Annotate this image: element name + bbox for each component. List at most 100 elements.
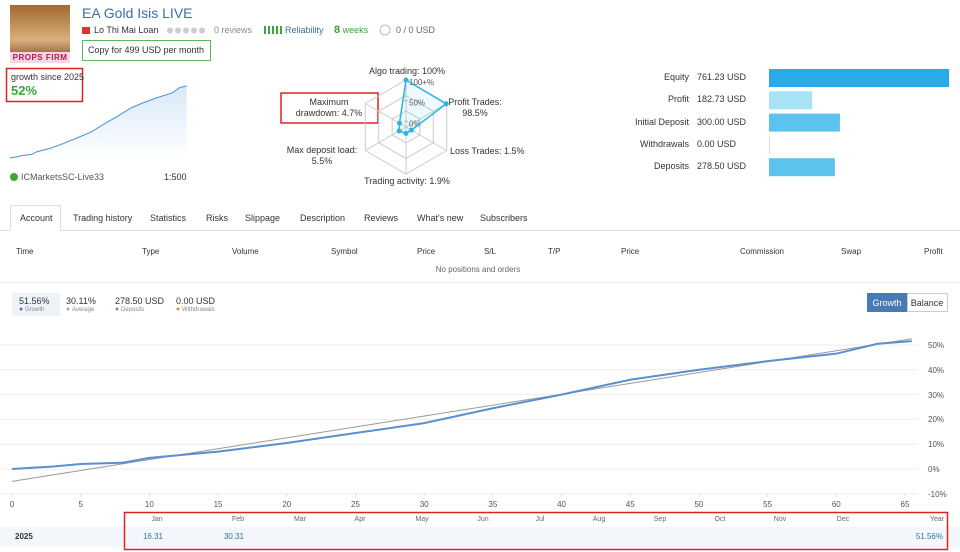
sparkline — [9, 85, 187, 159]
radar-label: Algo trading: 100% — [368, 66, 446, 76]
legend-label: Deposits — [121, 307, 145, 313]
radar-ring-label: 0% — [409, 119, 421, 128]
legend-label: Growth — [25, 307, 45, 313]
month-return: 16.31 — [142, 532, 164, 541]
radar-point — [403, 130, 409, 136]
active-tab[interactable] — [10, 205, 61, 231]
x-tick-label: 30 — [419, 500, 429, 509]
growth-button-label[interactable]: Growth — [872, 298, 902, 308]
balance-value: 300.00 USD — [697, 116, 747, 127]
sparkline-area — [10, 86, 187, 158]
copy-button-label: Copy for 499 USD per month — [87, 45, 205, 55]
column-header: Price — [621, 247, 640, 256]
y-tick-label: 40% — [928, 365, 945, 375]
tab[interactable]: Reviews — [364, 213, 399, 223]
column-header: Volume — [232, 247, 259, 256]
x-tick-label: 10 — [144, 500, 154, 509]
radar-point — [403, 77, 409, 83]
year-return: 51.56% — [915, 532, 943, 541]
x-tick-label: 45 — [625, 500, 635, 509]
highlight-box — [5, 67, 84, 103]
month-label: May — [415, 516, 429, 523]
reliability-bars — [264, 26, 282, 34]
growth-value: 52% — [11, 83, 38, 98]
column-header: Time — [16, 247, 34, 256]
balance-bar — [769, 69, 949, 87]
tab[interactable]: Statistics — [150, 213, 187, 223]
column-header: T/P — [548, 247, 561, 256]
tab[interactable]: Slippage — [245, 213, 281, 223]
radar-point — [408, 127, 414, 133]
legend-label: Withdrawals — [182, 307, 215, 313]
month-label: Nov — [773, 516, 787, 523]
x-tick-label: 35 — [488, 500, 498, 509]
year: 2025 — [15, 532, 33, 541]
avatar-text: PROPS FIRM — [12, 53, 68, 62]
tab[interactable]: Risks — [206, 213, 228, 223]
stars — [167, 27, 205, 34]
legend-value: 278.50 USD — [115, 296, 165, 306]
x-tick-label: 55 — [763, 500, 773, 509]
x-tick-label: 0 — [9, 500, 15, 509]
x-tick-label: 60 — [831, 500, 841, 509]
radar-label: Maximum drawdown: 4.7% — [295, 97, 363, 118]
tab[interactable]: Account — [20, 213, 53, 223]
flag — [82, 27, 90, 34]
legend-dot — [19, 307, 23, 311]
column-header: Price — [417, 247, 436, 256]
y-tick-label: 0% — [928, 465, 940, 474]
column-header: Swap — [841, 247, 862, 256]
radar-label: Profit Trades: 98.5% — [448, 97, 502, 118]
legend-dot — [115, 307, 119, 311]
balance-bar — [769, 91, 813, 110]
tab[interactable]: Subscribers — [480, 213, 528, 223]
empty-message: No positions and orders — [435, 265, 521, 274]
balance-label: Deposits — [653, 161, 689, 172]
broker: ICMarketsSC-Live33 — [21, 172, 105, 182]
balance-button[interactable] — [907, 293, 948, 312]
leverage: 1:500 — [164, 172, 187, 182]
month-label: Apr — [354, 516, 366, 523]
tab[interactable]: Trading history — [73, 213, 133, 223]
x-tick-label: 15 — [213, 500, 223, 509]
balance-value: 182.73 USD — [697, 94, 747, 105]
x-tick-label: 50 — [694, 500, 704, 509]
radar-point — [396, 128, 402, 134]
highlight-box — [280, 92, 379, 124]
column-header: Type — [142, 247, 160, 256]
y-tick-label: 50% — [928, 341, 945, 350]
x-tick-label: 5 — [78, 500, 83, 509]
radar-point — [443, 101, 449, 107]
radar-label: Trading activity: 1.9% — [364, 176, 450, 186]
verified-icon — [10, 173, 18, 181]
tab[interactable]: Description — [300, 213, 346, 223]
series-line — [11, 340, 912, 470]
radar-shape — [398, 78, 448, 135]
title: EA Gold Isis LIVE — [82, 5, 193, 21]
radar-ring-label: 50% — [409, 99, 425, 108]
avatar-banner — [10, 52, 70, 63]
year-label: Year — [929, 516, 945, 523]
subscribers: 0 / 0 USD — [396, 25, 436, 35]
radar-label: Loss Trades: 1.5% — [450, 146, 525, 156]
month-label: Jul — [535, 516, 545, 523]
weeks: 8 weeks — [334, 24, 369, 36]
column-header: S/L — [484, 247, 497, 256]
reliability: Reliability — [285, 25, 324, 35]
balance-button-label[interactable]: Balance — [910, 298, 944, 308]
month-label: Aug — [592, 516, 606, 523]
balance-value: 761.23 USD — [697, 72, 747, 82]
legend-active — [12, 293, 60, 316]
balance-label: Withdrawals — [639, 138, 689, 149]
reviews: 0 reviews — [214, 25, 253, 35]
tab[interactable]: What's new — [417, 213, 464, 223]
radar-label: Max deposit load: 5.5% — [286, 145, 358, 166]
month-label: Jan — [151, 516, 163, 523]
legend-value: 30.11% — [66, 296, 96, 306]
growth-button[interactable] — [867, 293, 907, 312]
x-tick-label: 40 — [557, 500, 566, 509]
month-return: 30.31 — [223, 532, 245, 541]
column-header: Profit — [924, 247, 943, 256]
copy-button[interactable] — [82, 40, 211, 61]
